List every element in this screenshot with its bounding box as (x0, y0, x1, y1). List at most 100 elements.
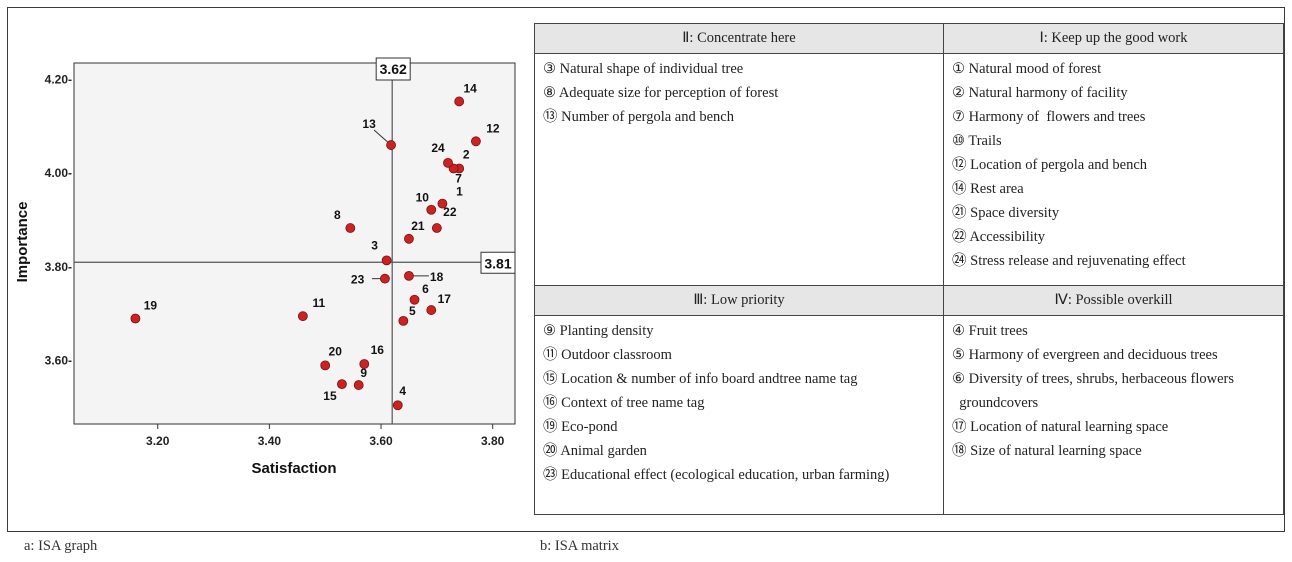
point-label: 13 (362, 117, 376, 131)
point-label: 11 (313, 296, 326, 310)
x-mean-label: 3.62 (380, 61, 407, 77)
matrix-item: ㉔ Stress release and rejuvenating effect (952, 253, 1186, 269)
quadrant-2-cell: ③ Natural shape of individual tree ⑧ Adeq… (534, 53, 944, 286)
matrix-item: ⑱ Size of natural learning space (952, 443, 1142, 459)
x-tick-label: 3.60 (369, 434, 393, 448)
point-label: 1 (456, 185, 463, 199)
matrix-item: ⑨ Planting density (543, 323, 654, 339)
matrix-item: ⑧ Adequate size for perception of forest (543, 85, 779, 101)
x-tick-label: 3.80 (481, 434, 505, 448)
point-label: 10 (416, 191, 430, 205)
scatter-point (392, 400, 403, 411)
point-label: 3 (371, 238, 378, 252)
matrix-item: ② Natural harmony of facility (952, 85, 1128, 101)
scatter-point (130, 313, 141, 324)
figure-frame (7, 7, 1285, 532)
y-axis-title: Importance (14, 202, 31, 283)
y-tick-label: 3.60- (45, 354, 72, 368)
matrix-item: ⑦ Harmony of flowers and trees (952, 109, 1146, 125)
quadrant-3-cell: ⑨ Planting density ⑪ Outdoor classroom ⑮ L… (534, 315, 944, 515)
x-mean-label-box (375, 57, 411, 81)
point-label: 24 (431, 141, 445, 155)
scatter-point (386, 140, 396, 150)
scatter-point (443, 157, 453, 168)
point-label: 15 (323, 389, 337, 403)
scatter-point (297, 311, 308, 322)
point-label: 2 (463, 147, 470, 161)
x-tick-label: 3.40 (258, 434, 282, 448)
scatter-point (359, 359, 370, 369)
point-label: 12 (486, 121, 500, 135)
scatter-point (404, 233, 414, 244)
scatter-point (437, 198, 448, 209)
matrix-item: ⑭ Rest area (952, 181, 1024, 197)
matrix-item: ㉒ Accessibility (952, 229, 1046, 245)
point-label: 16 (371, 343, 385, 357)
scatter-point (409, 294, 420, 305)
matrix-item: ③ Natural shape of individual tree (543, 61, 744, 77)
quadrant-1-cell: ① Natural mood of forest ② Natural harmon… (943, 53, 1284, 286)
quadrant-3-list: ⑨ Planting density ⑪ Outdoor classroom ⑮ L… (543, 319, 935, 487)
point-label: 22 (443, 205, 457, 219)
matrix-item: ④ Fruit trees (952, 323, 1028, 339)
isa-matrix: Ⅱ: Concentrate here Ⅰ: Keep up the good … (534, 23, 1284, 515)
point-label: 18 (430, 270, 444, 284)
scatter-point (426, 305, 437, 315)
point-label: 6 (422, 282, 429, 296)
matrix-item: ㉑ Space diversity (952, 205, 1060, 221)
point-label: 19 (144, 299, 158, 313)
y-tick-label: 3.80- (45, 260, 72, 274)
matrix-item: groundcovers (952, 395, 1039, 411)
point-label: 14 (463, 81, 477, 95)
matrix-item: ⑫ Location of pergola and bench (952, 157, 1148, 173)
y-mean-label: 3.81 (484, 255, 511, 271)
scatter-point (471, 136, 481, 147)
point-label: 8 (334, 208, 341, 222)
quadrant-2-list: ③ Natural shape of individual tree ⑧ Adeq… (543, 57, 935, 129)
isa-scatter-chart: 3.20 3.40 3.60 3.80 3.60- 3.80- 4.00- 4.20- 3.6… (14, 57, 516, 477)
point-label: 20 (329, 344, 343, 358)
scatter-point (353, 380, 364, 390)
caption-a: a: ISA graph (24, 538, 98, 554)
scatter-point (381, 255, 392, 266)
matrix-item: ⑲ Eco-pond (543, 419, 618, 435)
scatter-point (398, 315, 409, 326)
matrix-item: ⑪ Outdoor classroom (543, 347, 672, 363)
caption-b: b: ISA matrix (540, 538, 619, 554)
scatter-point (345, 223, 356, 233)
matrix-item: ㉓ Educational effect (ecological educati… (543, 467, 890, 483)
point-label: 4 (399, 384, 406, 398)
quadrant-4-list: ④ Fruit trees ⑤ Harmony of evergreen and … (952, 319, 1275, 463)
matrix-item: ⑯ Context of tree name tag (543, 395, 705, 411)
point-label: 21 (411, 219, 425, 233)
quadrant-1-header: Ⅰ: Keep up the good work (943, 23, 1284, 54)
axis-ticks: 3.20 3.40 3.60 3.80 3.60- 3.80- 4.00- 4.20- (45, 72, 505, 448)
scatter-point (454, 96, 465, 107)
quadrant-3-header: Ⅲ: Low priority (534, 285, 944, 316)
point-label: 7 (455, 171, 462, 185)
plot-area (73, 62, 516, 425)
scatter-point (426, 204, 437, 215)
matrix-item: ⑰ Location of natural learning space (952, 419, 1169, 435)
quadrant-4-cell: ④ Fruit trees ⑤ Harmony of evergreen and … (943, 315, 1284, 515)
point-label: 23 (351, 273, 365, 287)
matrix-item: ① Natural mood of forest (952, 61, 1102, 77)
scatter-point (320, 360, 331, 371)
x-tick-label: 3.20 (146, 434, 170, 448)
scatter-point (380, 273, 390, 284)
scatter-point (431, 223, 442, 233)
matrix-item: ⑩ Trails (952, 133, 1002, 149)
matrix-item: ⑥ Diversity of trees, shrubs, herbaceous… (952, 371, 1234, 387)
matrix-item: ⑳ Animal garden (543, 443, 647, 459)
matrix-item: ⑮ Location & number of info board andtre… (543, 371, 858, 387)
scatter-point (337, 379, 347, 390)
matrix-item: ⑤ Harmony of evergreen and deciduous tre… (952, 347, 1218, 363)
matrix-item: ⑬ Number of pergola and bench (543, 109, 734, 125)
x-axis-title: Satisfaction (251, 460, 336, 477)
y-tick-label: 4.20- (45, 72, 72, 86)
quadrant-2-header: Ⅱ: Concentrate here (534, 23, 944, 54)
quadrant-4-header: Ⅳ: Possible overkill (943, 285, 1284, 316)
y-tick-label: 4.00- (45, 166, 72, 180)
scatter-point (404, 270, 414, 281)
